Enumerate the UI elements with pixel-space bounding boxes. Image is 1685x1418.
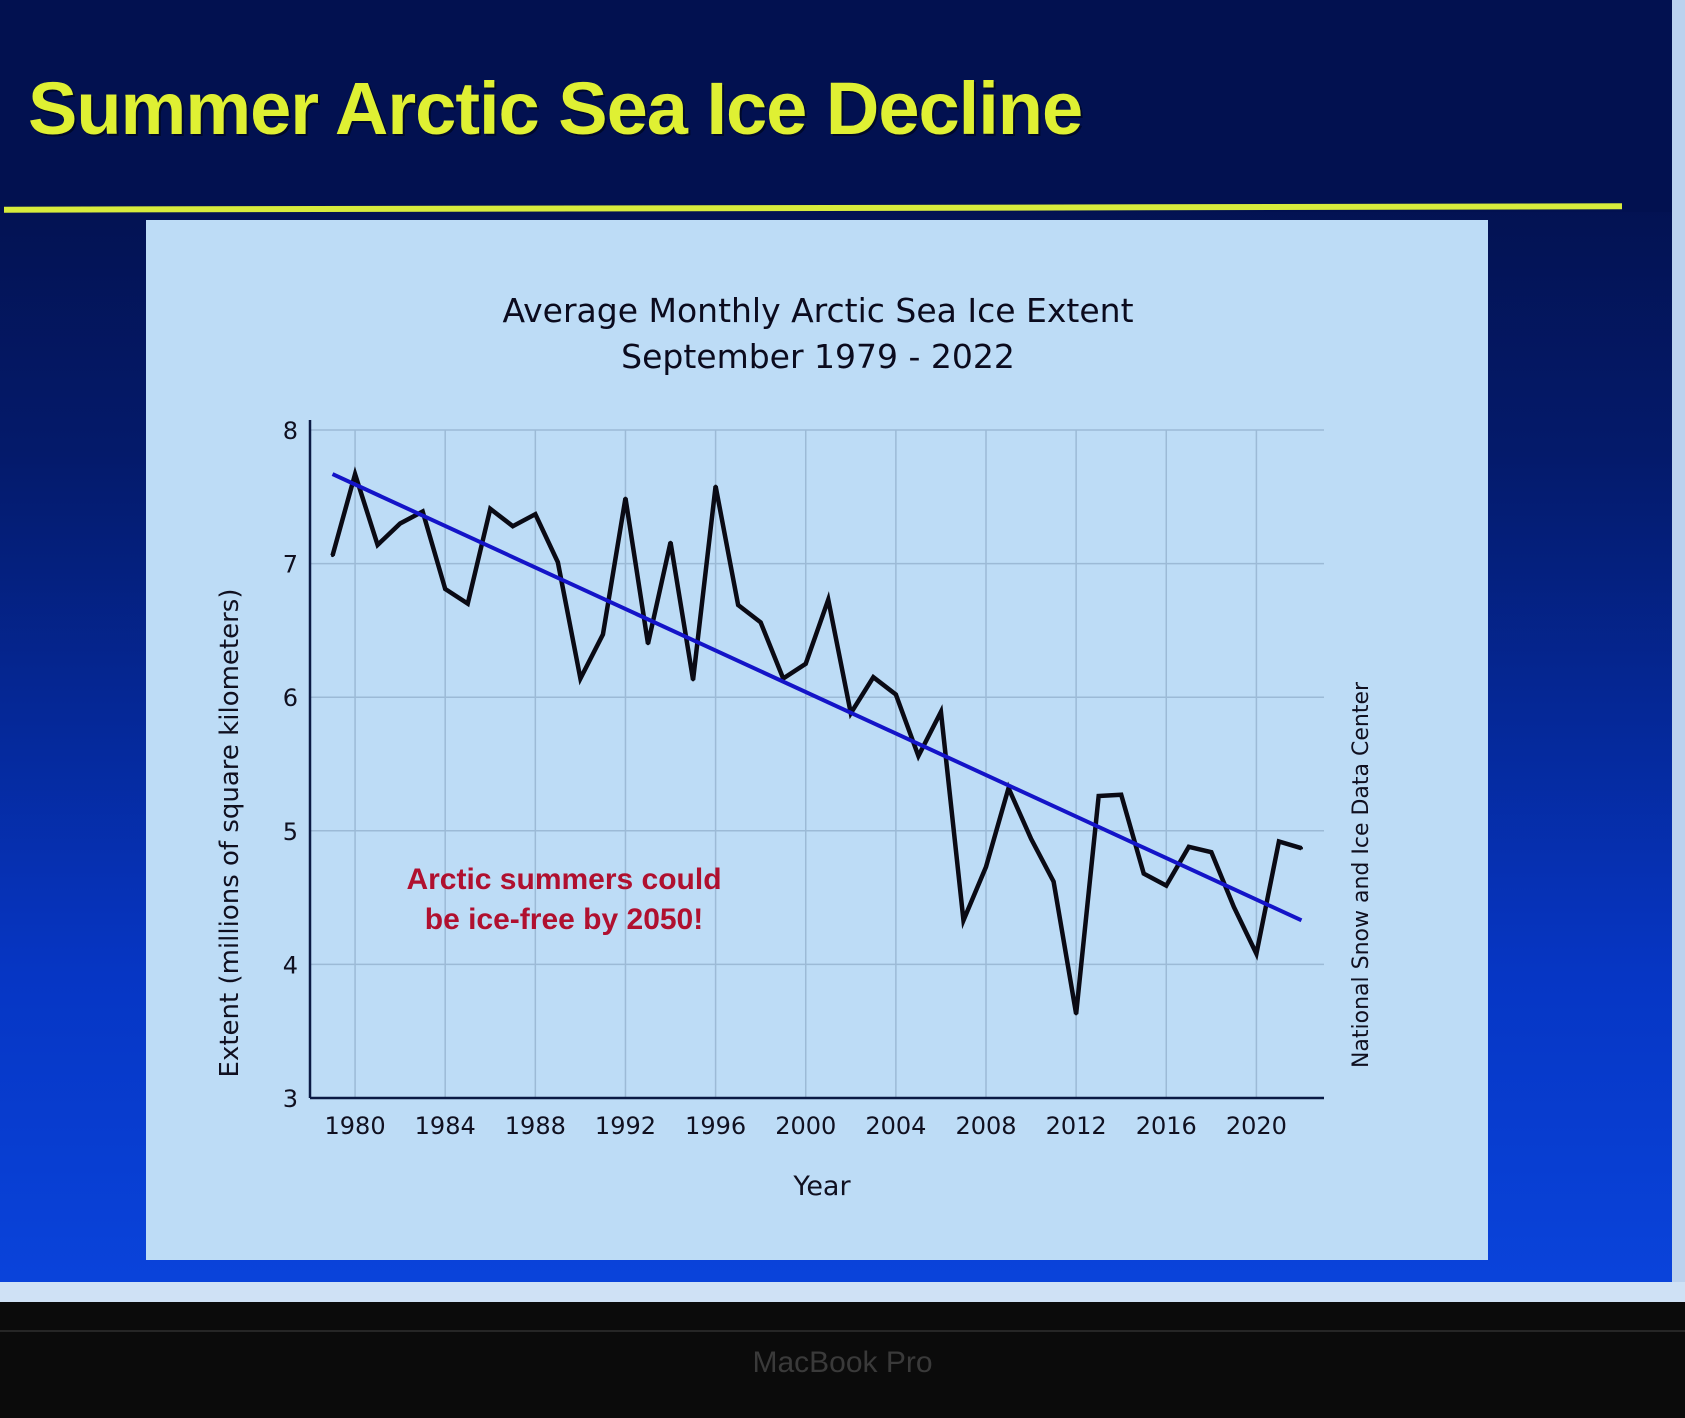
data-point [646, 642, 650, 646]
data-point [1209, 850, 1213, 854]
data-point [939, 710, 943, 714]
chart-title: Average Monthly Arctic Sea Ice Extent [502, 291, 1133, 330]
data-point [601, 632, 605, 636]
chart-subtitle: September 1979 - 2022 [621, 337, 1015, 376]
slide-background: Summer Arctic Sea Ice Decline Average Mo… [0, 0, 1685, 1302]
data-point [1097, 794, 1101, 798]
data-point [714, 484, 718, 488]
y-axis-label: Extent (millions of square kilometers) [215, 589, 245, 1078]
data-point [916, 754, 920, 758]
device-brand-label: MacBook Pro [752, 1346, 933, 1379]
x-tick-label: 1984 [415, 1112, 476, 1140]
y-tick-label: 8 [283, 417, 298, 445]
data-point [1164, 884, 1168, 888]
x-tick-label: 2020 [1226, 1112, 1287, 1140]
y-tick-label: 3 [283, 1085, 298, 1113]
data-point [759, 620, 763, 624]
x-tick-label: 1988 [505, 1112, 566, 1140]
y-tick-labels: 3 4 5 6 7 8 [283, 417, 298, 1113]
data-point [669, 540, 673, 544]
x-tick-label: 2012 [1046, 1112, 1107, 1140]
data-point [578, 676, 582, 680]
data-point [398, 522, 402, 526]
data-point [826, 598, 830, 602]
data-point [871, 675, 875, 679]
x-tick-label: 1996 [685, 1112, 746, 1140]
data-point [1052, 880, 1056, 884]
sea-ice-chart: Average Monthly Arctic Sea Ice Extent Se… [215, 291, 1374, 1202]
x-tick-labels: 1980 1984 1988 1992 1996 2000 2004 2008 2012 2016… [325, 1112, 1287, 1140]
y-tick-label: 7 [283, 551, 298, 579]
annotation-line-2: be ice-free by 2050! [425, 903, 703, 936]
data-point [1254, 952, 1258, 956]
data-point [376, 543, 380, 547]
source-label: National Snow and Ice Data Center [1349, 681, 1374, 1068]
x-tick-label: 1992 [595, 1112, 656, 1140]
data-point [466, 602, 470, 606]
x-tick-label: 2004 [865, 1112, 926, 1140]
trend-line [331, 472, 1303, 923]
data-point [331, 554, 335, 558]
annotation-line-1: Arctic summers could [406, 863, 721, 896]
data-lines [330, 466, 1303, 1016]
slide-header: Summer Arctic Sea Ice Decline [0, 0, 1685, 212]
y-tick-label: 5 [283, 818, 298, 846]
data-point [691, 678, 695, 682]
data-point [1187, 845, 1191, 849]
x-tick-label: 2000 [775, 1112, 836, 1140]
data-point [623, 496, 627, 500]
y-tick-label: 4 [283, 951, 298, 979]
data-point [736, 603, 740, 607]
bezel-divider [0, 1330, 1685, 1332]
data-point [804, 662, 808, 666]
data-point [556, 560, 560, 564]
data-point [353, 472, 357, 476]
axes [308, 420, 1324, 1100]
x-tick-label: 1980 [325, 1112, 386, 1140]
grid-lines [310, 429, 1324, 1098]
data-point [443, 587, 447, 591]
data-point [984, 865, 988, 869]
extent-line [330, 466, 1303, 1015]
x-axis-label: Year [792, 1171, 851, 1202]
laptop-bezel [0, 1302, 1685, 1418]
data-point [1299, 846, 1303, 850]
data-point [961, 918, 965, 922]
data-point [1277, 839, 1281, 843]
data-point [488, 507, 492, 511]
data-point [1074, 1012, 1078, 1016]
chart-panel: Average Monthly Arctic Sea Ice Extent Se… [146, 220, 1488, 1260]
screen-bottom-strip [0, 1282, 1685, 1302]
data-point [421, 509, 425, 513]
data-point [511, 524, 515, 528]
x-tick-label: 2016 [1136, 1112, 1197, 1140]
data-point [1232, 905, 1236, 909]
data-point [894, 693, 898, 697]
data-point [1029, 837, 1033, 841]
data-point [533, 512, 537, 516]
x-tick-label: 2008 [955, 1112, 1016, 1140]
y-tick-label: 6 [283, 684, 298, 712]
slide-title: Summer Arctic Sea Ice Decline [28, 67, 1083, 150]
data-point [1142, 872, 1146, 876]
screen-edge [1672, 0, 1685, 1300]
data-point [1119, 793, 1123, 797]
